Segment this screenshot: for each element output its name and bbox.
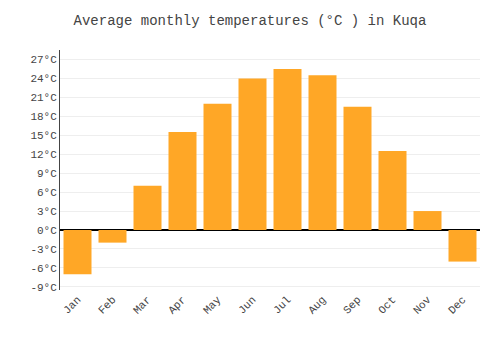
svg-text:Jun: Jun — [236, 294, 258, 316]
svg-text:24°C: 24°C — [30, 73, 57, 85]
svg-text:0°C: 0°C — [37, 225, 57, 237]
svg-text:Mar: Mar — [131, 294, 153, 316]
svg-text:15°C: 15°C — [30, 130, 57, 142]
svg-text:12°C: 12°C — [30, 149, 57, 161]
svg-text:21°C: 21°C — [30, 92, 57, 104]
svg-text:-9°C: -9°C — [30, 282, 57, 294]
svg-text:27°C: 27°C — [30, 54, 57, 66]
svg-text:3°C: 3°C — [37, 206, 57, 218]
svg-text:Feb: Feb — [96, 294, 118, 316]
svg-text:9°C: 9°C — [37, 168, 57, 180]
svg-text:Average monthly temperatures (: Average monthly temperatures (°C ) in Ku… — [74, 13, 427, 29]
svg-text:18°C: 18°C — [30, 111, 57, 123]
svg-text:Aug: Aug — [306, 294, 328, 316]
svg-text:Nov: Nov — [411, 294, 434, 317]
svg-text:Jul: Jul — [271, 294, 293, 316]
svg-text:May: May — [201, 294, 224, 317]
svg-text:Oct: Oct — [376, 294, 398, 316]
svg-text:Dec: Dec — [446, 294, 468, 316]
svg-text:Apr: Apr — [166, 294, 188, 316]
svg-text:-3°C: -3°C — [30, 244, 57, 256]
svg-text:Sep: Sep — [341, 294, 363, 316]
svg-text:6°C: 6°C — [37, 187, 57, 199]
svg-text:-6°C: -6°C — [30, 263, 57, 275]
svg-text:Jan: Jan — [61, 294, 83, 316]
